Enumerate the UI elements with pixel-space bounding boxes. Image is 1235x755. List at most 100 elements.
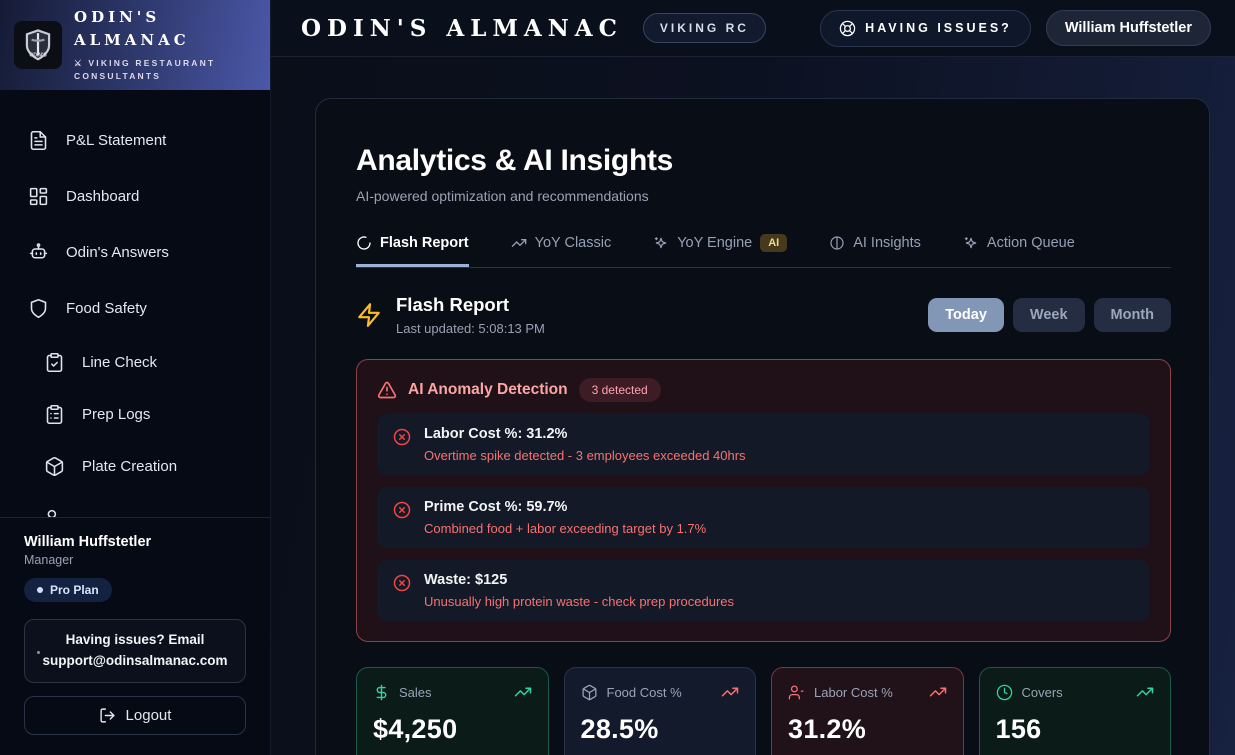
trending-up-icon xyxy=(511,239,526,247)
anomaly-detection-card: AI Anomaly Detection 3 detected Labor Co… xyxy=(356,359,1171,642)
anomaly-count-badge: 3 detected xyxy=(578,378,661,402)
ai-badge: AI xyxy=(760,234,788,252)
sidebar-item-label: Plate Creation xyxy=(82,457,178,475)
kpi-card-food-cost: Food Cost % 28.5% Target: 28% +4.8% xyxy=(563,667,756,755)
flash-report-header: Flash Report Last updated: 5:08:13 PM To… xyxy=(356,294,1171,336)
sidebar-item-dashboard[interactable]: Dashboard xyxy=(0,168,270,224)
main-area: Analytics & AI Insights AI-powered optim… xyxy=(271,57,1235,755)
brand-title: ODIN'S ALMANAC xyxy=(74,8,190,50)
x-circle-icon xyxy=(393,428,411,446)
sidebar-header: ODIN'S ODIN'S ALMANAC ⚔ VIKING RESTAURAN… xyxy=(0,0,270,90)
sidebar-nav: P&L Statement Dashboard Odin's Answers F… xyxy=(0,90,270,544)
trending-up-icon xyxy=(929,687,946,697)
bot-icon xyxy=(29,242,48,259)
sidebar-item-label: Dashboard xyxy=(66,187,140,205)
anomaly-item-labor: Labor Cost %: 31.2% Overtime spike detec… xyxy=(377,414,1150,475)
kpi-label: Covers xyxy=(1021,684,1063,700)
trending-up-icon xyxy=(1136,687,1154,697)
sidebar-item-label: Food Safety xyxy=(66,299,147,317)
tab-flash-report[interactable]: Flash Report xyxy=(356,234,469,267)
kpi-value: 28.5% xyxy=(580,714,659,744)
header-actions: HAVING ISSUES? William Huffstetler xyxy=(820,9,1211,47)
x-circle-icon xyxy=(393,574,411,592)
sidebar-item-line-check[interactable]: Line Check xyxy=(0,336,270,388)
trending-up-icon xyxy=(721,687,739,697)
anomaly-header: AI Anomaly Detection 3 detected xyxy=(377,378,1150,402)
content-column: ODIN'S ALMANAC VIKING RC HAVING ISSUES? … xyxy=(271,0,1235,755)
plan-dot-icon xyxy=(37,587,43,594)
sidebar-item-prep-logs[interactable]: Prep Logs xyxy=(0,388,270,440)
top-header: ODIN'S ALMANAC VIKING RC HAVING ISSUES? … xyxy=(271,0,1235,57)
kpi-card-sales: Sales $4,250 Target: $4000 +6.8% xyxy=(356,667,549,755)
sidebar-user-panel: William Huffstetler Manager Pro Plan Hav… xyxy=(0,517,270,755)
sidebar-item-label: Line Check xyxy=(82,353,158,371)
range-button-today[interactable]: Today xyxy=(928,298,1004,332)
support-dot-icon xyxy=(37,651,40,655)
sidebar-item-odins-answers[interactable]: Odin's Answers xyxy=(0,224,270,280)
shield-icon xyxy=(30,298,47,318)
loader-icon xyxy=(357,236,371,250)
page-subtitle: AI-powered optimization and recommendati… xyxy=(356,188,649,204)
clipboard-list-icon xyxy=(46,404,63,424)
sparkles-icon xyxy=(964,237,977,249)
sidebar-item-pnl-statement[interactable]: P&L Statement xyxy=(0,112,270,168)
dollar-icon xyxy=(376,684,387,700)
kpi-row: Sales $4,250 Target: $4000 +6.8% Food Co… xyxy=(356,667,1171,755)
tab-yoy-engine[interactable]: YoY Engine AI xyxy=(653,234,788,267)
kpi-label: Food Cost % xyxy=(606,684,682,700)
page-title: Analytics & AI Insights xyxy=(356,144,674,177)
range-button-week[interactable]: Week xyxy=(1012,298,1085,332)
logout-icon xyxy=(99,708,115,723)
anomaly-title: AI Anomaly Detection xyxy=(408,381,568,398)
tab-yoy-classic[interactable]: YoY Classic xyxy=(511,234,611,267)
header-title: ODIN'S ALMANAC xyxy=(301,14,623,42)
kpi-value: 31.2% xyxy=(788,714,867,744)
zap-icon xyxy=(358,303,380,327)
kpi-label: Sales xyxy=(399,684,432,700)
file-text-icon xyxy=(30,130,47,150)
anomaly-item-prime: Prime Cost %: 59.7% Combined food + labo… xyxy=(377,487,1150,548)
anomaly-item-desc: Combined food + labor exceeding target b… xyxy=(424,521,707,536)
trending-up-icon xyxy=(514,687,531,697)
sparkles-icon xyxy=(654,237,667,249)
users-icon xyxy=(788,684,804,700)
tab-ai-insights[interactable]: AI Insights xyxy=(829,234,921,267)
package-icon xyxy=(45,456,64,476)
anomaly-item-title: Labor Cost %: 31.2% xyxy=(424,426,568,442)
plan-badge: Pro Plan xyxy=(24,578,112,603)
range-toggle-group: Today Week Month xyxy=(928,298,1171,332)
range-button-month[interactable]: Month xyxy=(1093,298,1171,332)
flash-report-title: Flash Report xyxy=(396,294,510,315)
kpi-value: 156 xyxy=(995,714,1042,744)
sidebar-item-label: Prep Logs xyxy=(82,405,151,423)
having-issues-button[interactable]: HAVING ISSUES? xyxy=(820,9,1031,47)
brand-subtitle: ⚔ VIKING RESTAURANT CONSULTANTS xyxy=(74,57,216,82)
anomaly-item-desc: Overtime spike detected - 3 employees ex… xyxy=(424,448,746,463)
life-buoy-icon xyxy=(839,20,856,36)
kpi-card-covers: Covers 156 Target: 150 +9.9% xyxy=(978,667,1171,755)
brand-logo: ODIN'S xyxy=(14,21,62,69)
support-email-button[interactable]: Having issues? Email support@odinsalmana… xyxy=(24,619,246,683)
anomaly-item-desc: Unusually high protein waste - check pre… xyxy=(424,594,735,609)
sidebar-item-plate-creation[interactable]: Plate Creation xyxy=(0,440,270,492)
logout-button[interactable]: Logout xyxy=(24,696,246,735)
shield-emblem-icon: ODIN'S xyxy=(25,29,51,61)
viking-rc-badge: VIKING RC xyxy=(642,13,766,43)
sidebar-item-label: P&L Statement xyxy=(66,131,167,149)
user-role: Manager xyxy=(24,553,74,568)
tab-action-queue[interactable]: Action Queue xyxy=(963,234,1075,267)
anomaly-item-title: Waste: $125 xyxy=(424,572,508,588)
sidebar-item-food-safety[interactable]: Food Safety xyxy=(0,280,270,336)
circle-line-icon xyxy=(830,236,844,250)
svg-text:ODIN'S: ODIN'S xyxy=(29,53,47,59)
user-menu-button[interactable]: William Huffstetler xyxy=(1045,10,1211,46)
package-icon xyxy=(581,684,597,700)
clock-icon xyxy=(996,684,1012,700)
sidebar: ODIN'S ODIN'S ALMANAC ⚔ VIKING RESTAURAN… xyxy=(0,0,271,755)
user-name: William Huffstetler xyxy=(24,534,152,551)
clipboard-check-icon xyxy=(46,352,63,372)
tab-bar: Flash Report YoY Classic YoY Engine AI A… xyxy=(356,234,1171,268)
x-circle-icon xyxy=(393,501,411,519)
sidebar-item-label: Odin's Answers xyxy=(66,243,169,261)
